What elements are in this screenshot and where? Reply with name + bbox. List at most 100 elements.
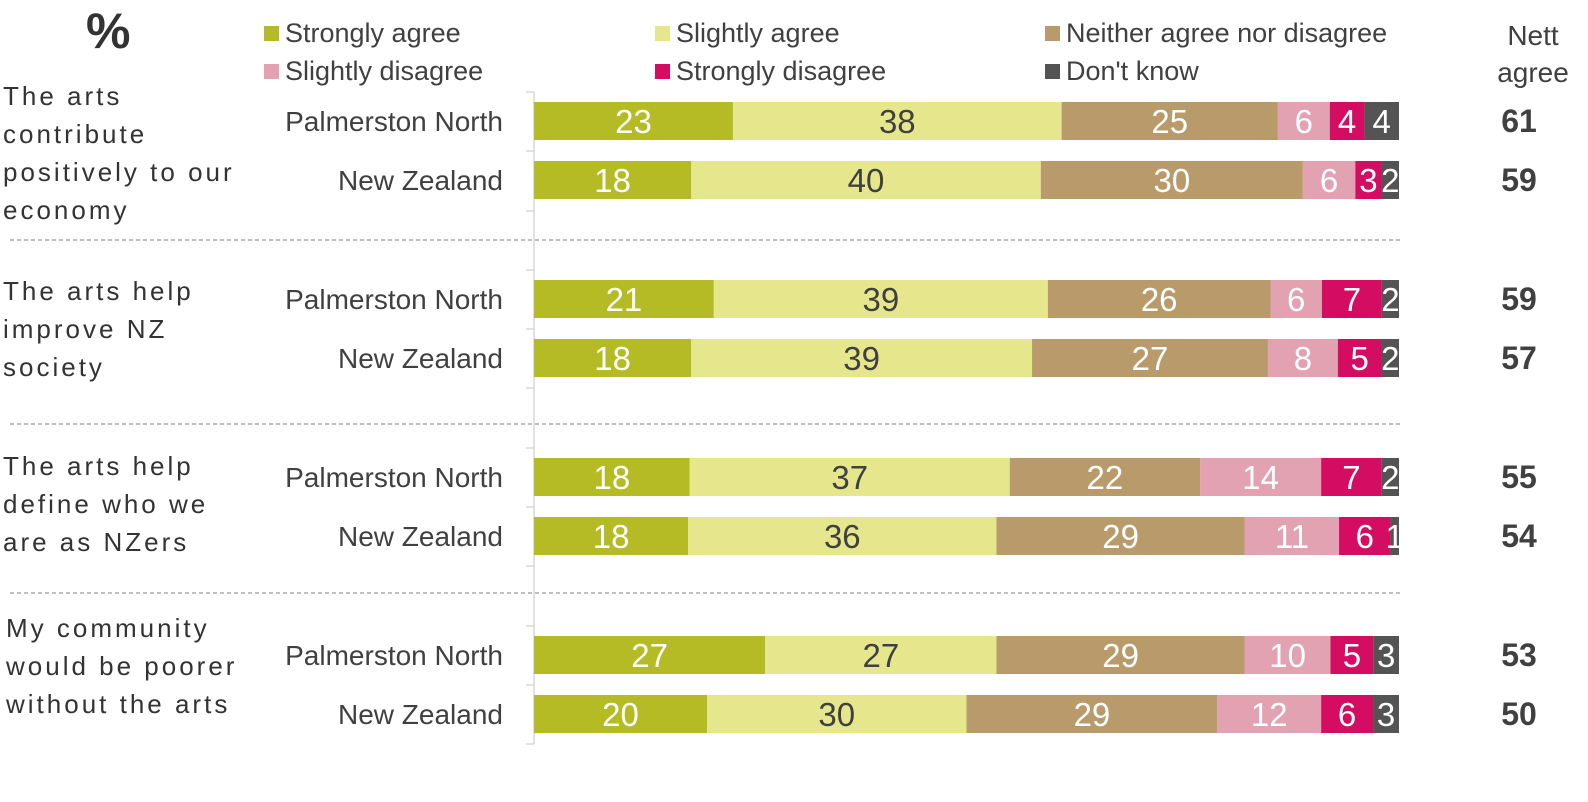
data-label: 6 bbox=[1295, 103, 1313, 140]
legend-label: Neither agree nor disagree bbox=[1066, 18, 1388, 48]
bar-segment-strongly-agree bbox=[534, 102, 733, 140]
legend-label: Don't know bbox=[1066, 56, 1199, 86]
bar-segment-neither bbox=[1032, 339, 1268, 377]
row-label: New Zealand bbox=[338, 165, 503, 196]
bar-segment-neither bbox=[1040, 161, 1303, 199]
statement-label: The arts help improve NZ society bbox=[3, 276, 194, 382]
bar-segment-strongly-agree bbox=[534, 339, 692, 377]
data-label: 39 bbox=[843, 340, 880, 377]
bar-segment-neither bbox=[966, 695, 1218, 733]
data-label: 2 bbox=[1381, 459, 1399, 496]
legend-swatch bbox=[1045, 26, 1060, 41]
data-label: 5 bbox=[1351, 340, 1369, 377]
data-label: 30 bbox=[1153, 162, 1190, 199]
data-label: 5 bbox=[1343, 637, 1361, 674]
data-label: 23 bbox=[615, 103, 652, 140]
bar-segment-slightly-agree bbox=[689, 458, 1010, 496]
data-label: 29 bbox=[1102, 518, 1139, 555]
bar-segment-dont-know bbox=[1381, 339, 1399, 377]
data-label: 20 bbox=[602, 696, 639, 733]
legend-label: Slightly disagree bbox=[285, 56, 484, 86]
data-label: 37 bbox=[831, 459, 868, 496]
bar-segment-slightly-agree bbox=[732, 102, 1062, 140]
bar-segment-slightly-agree bbox=[765, 636, 997, 674]
bar-segment-slightly-disagree bbox=[1244, 517, 1340, 555]
nett-agree-value: 57 bbox=[1501, 340, 1537, 376]
bar-segment-slightly-disagree bbox=[1302, 161, 1356, 199]
bar-segment-neither bbox=[996, 636, 1245, 674]
row-label: New Zealand bbox=[338, 521, 503, 552]
row-label: Palmerston North bbox=[285, 106, 503, 137]
bar-segment-strongly-disagree bbox=[1321, 695, 1374, 733]
data-label: 2 bbox=[1381, 281, 1399, 318]
bar-segment-strongly-agree bbox=[534, 161, 692, 199]
row-label: New Zealand bbox=[338, 699, 503, 730]
bar-segment-dont-know bbox=[1381, 280, 1399, 318]
bar-segment-slightly-disagree bbox=[1267, 339, 1338, 377]
bar-segment-strongly-disagree bbox=[1339, 517, 1391, 555]
bar-segment-dont-know bbox=[1381, 161, 1399, 199]
legend-item-neither: Neither agree nor disagree bbox=[1045, 18, 1387, 48]
data-label: 39 bbox=[862, 281, 899, 318]
data-label: 6 bbox=[1338, 696, 1356, 733]
data-label: 22 bbox=[1087, 459, 1124, 496]
legend-label: Strongly disagree bbox=[676, 56, 887, 86]
data-label: 29 bbox=[1102, 637, 1139, 674]
bar-segment-strongly-disagree bbox=[1321, 458, 1382, 496]
bar-segment-dont-know bbox=[1373, 695, 1399, 733]
data-label: 6 bbox=[1320, 162, 1338, 199]
bar-segment-slightly-agree bbox=[691, 161, 1041, 199]
data-label: 27 bbox=[1132, 340, 1169, 377]
data-label: 40 bbox=[848, 162, 885, 199]
bar-segment-strongly-disagree bbox=[1329, 102, 1365, 140]
legend-item-slightly-disagree: Slightly disagree bbox=[264, 56, 483, 86]
bar-segment-strongly-disagree bbox=[1321, 280, 1382, 318]
legend-item-strongly-agree: Strongly agree bbox=[264, 18, 461, 48]
bar-segment-strongly-disagree bbox=[1337, 339, 1382, 377]
data-label: 6 bbox=[1356, 518, 1374, 555]
data-label: 27 bbox=[631, 637, 668, 674]
data-label: 2 bbox=[1381, 340, 1399, 377]
bar-segment-slightly-disagree bbox=[1217, 695, 1322, 733]
data-label: 12 bbox=[1251, 696, 1288, 733]
bar-segment-dont-know bbox=[1364, 102, 1399, 140]
bar-segment-slightly-disagree bbox=[1270, 280, 1322, 318]
data-label: 30 bbox=[818, 696, 855, 733]
legend-swatch bbox=[655, 26, 670, 41]
data-label: 3 bbox=[1377, 696, 1395, 733]
legend-swatch bbox=[1045, 64, 1060, 79]
legend-label: Strongly agree bbox=[285, 18, 461, 48]
bar-segment-dont-know bbox=[1390, 517, 1399, 555]
data-label: 7 bbox=[1343, 281, 1361, 318]
bar-segment-strongly-agree bbox=[534, 280, 714, 318]
bar-segment-strongly-agree bbox=[534, 695, 707, 733]
row-label: New Zealand bbox=[338, 343, 503, 374]
nett-agree-header: Nett agree bbox=[1497, 20, 1569, 88]
row-label: Palmerston North bbox=[285, 284, 503, 315]
data-label: 18 bbox=[594, 162, 631, 199]
percent-symbol: % bbox=[86, 3, 131, 59]
data-label: 7 bbox=[1342, 459, 1360, 496]
data-label: 18 bbox=[593, 518, 630, 555]
data-label: 21 bbox=[606, 281, 643, 318]
legend-label: Slightly agree bbox=[676, 18, 840, 48]
legend-swatch bbox=[655, 64, 670, 79]
bar-segment-slightly-agree bbox=[688, 517, 997, 555]
statement-label: My community would be poorer without the… bbox=[6, 613, 238, 719]
data-label: 2 bbox=[1381, 162, 1399, 199]
data-label: 3 bbox=[1359, 162, 1377, 199]
bar-segment-neither bbox=[1047, 280, 1271, 318]
data-label: 14 bbox=[1242, 459, 1279, 496]
bar-segment-slightly-disagree bbox=[1200, 458, 1322, 496]
nett-agree-value: 50 bbox=[1501, 696, 1537, 732]
bar-segment-neither bbox=[1009, 458, 1201, 496]
data-label: 11 bbox=[1275, 518, 1309, 555]
data-label: 1 bbox=[1386, 518, 1404, 555]
data-label: 18 bbox=[594, 340, 631, 377]
data-label: 27 bbox=[862, 637, 899, 674]
data-label: 10 bbox=[1269, 637, 1306, 674]
bar-segment-strongly-agree bbox=[534, 458, 690, 496]
nett-agree-value: 61 bbox=[1501, 103, 1537, 139]
data-label: 18 bbox=[593, 459, 630, 496]
